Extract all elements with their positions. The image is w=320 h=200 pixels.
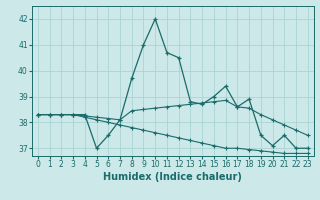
X-axis label: Humidex (Indice chaleur): Humidex (Indice chaleur) <box>103 172 242 182</box>
